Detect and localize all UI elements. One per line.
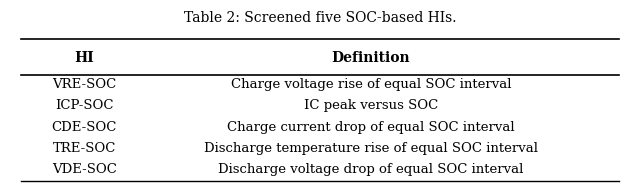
Text: CDE-SOC: CDE-SOC <box>52 121 117 134</box>
Text: Table 2: Screened five SOC-based HIs.: Table 2: Screened five SOC-based HIs. <box>184 11 456 25</box>
Text: HI: HI <box>74 51 94 65</box>
Text: Discharge temperature rise of equal SOC interval: Discharge temperature rise of equal SOC … <box>204 142 538 155</box>
Text: Charge current drop of equal SOC interval: Charge current drop of equal SOC interva… <box>227 121 515 134</box>
Text: ICP-SOC: ICP-SOC <box>55 99 113 112</box>
Text: Charge voltage rise of equal SOC interval: Charge voltage rise of equal SOC interva… <box>231 78 511 91</box>
Text: Discharge voltage drop of equal SOC interval: Discharge voltage drop of equal SOC inte… <box>218 163 524 176</box>
Text: TRE-SOC: TRE-SOC <box>52 142 116 155</box>
Text: VRE-SOC: VRE-SOC <box>52 78 116 91</box>
Text: Definition: Definition <box>332 51 410 65</box>
Text: IC peak versus SOC: IC peak versus SOC <box>304 99 438 112</box>
Text: VDE-SOC: VDE-SOC <box>52 163 116 176</box>
